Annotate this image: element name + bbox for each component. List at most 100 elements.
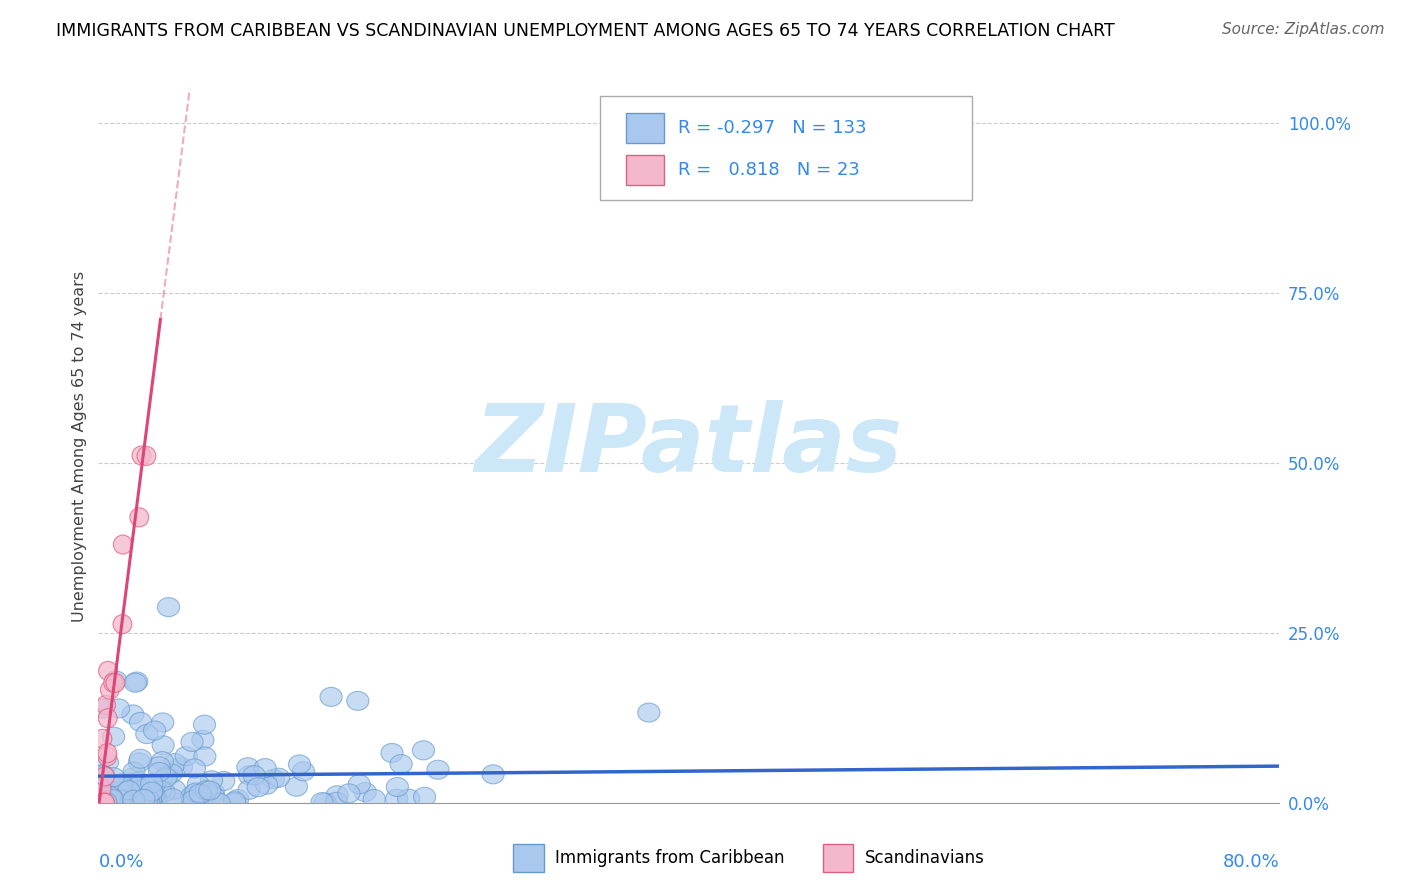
Ellipse shape [155, 768, 177, 787]
Ellipse shape [98, 661, 118, 681]
Ellipse shape [236, 757, 259, 777]
Ellipse shape [112, 615, 132, 633]
Ellipse shape [143, 774, 166, 793]
Ellipse shape [152, 736, 174, 755]
Ellipse shape [93, 765, 115, 785]
Ellipse shape [112, 790, 134, 810]
Ellipse shape [91, 699, 112, 718]
Ellipse shape [90, 788, 112, 807]
Ellipse shape [120, 793, 141, 813]
Ellipse shape [208, 793, 231, 813]
Text: Immigrants from Caribbean: Immigrants from Caribbean [555, 849, 785, 867]
Ellipse shape [181, 790, 204, 810]
Ellipse shape [132, 446, 150, 465]
Ellipse shape [254, 758, 276, 778]
Ellipse shape [97, 753, 118, 772]
Ellipse shape [94, 792, 117, 812]
Ellipse shape [224, 792, 246, 811]
Ellipse shape [288, 755, 311, 774]
Ellipse shape [243, 765, 266, 785]
Ellipse shape [110, 790, 132, 809]
Ellipse shape [152, 713, 174, 732]
Ellipse shape [100, 787, 121, 805]
Ellipse shape [104, 673, 122, 692]
Ellipse shape [224, 793, 246, 813]
Ellipse shape [96, 793, 114, 813]
Ellipse shape [111, 773, 134, 792]
Ellipse shape [98, 747, 117, 766]
Ellipse shape [325, 792, 347, 812]
Ellipse shape [190, 784, 211, 803]
Ellipse shape [387, 778, 408, 797]
Ellipse shape [129, 713, 152, 731]
Ellipse shape [198, 781, 221, 800]
Ellipse shape [90, 793, 110, 813]
Ellipse shape [363, 789, 385, 808]
Ellipse shape [93, 730, 112, 748]
Ellipse shape [187, 775, 209, 794]
Ellipse shape [91, 792, 114, 811]
Ellipse shape [181, 787, 202, 805]
Ellipse shape [314, 793, 336, 812]
Ellipse shape [90, 793, 110, 813]
Ellipse shape [184, 784, 205, 803]
Ellipse shape [141, 791, 163, 810]
Ellipse shape [193, 790, 214, 809]
Text: Source: ZipAtlas.com: Source: ZipAtlas.com [1222, 22, 1385, 37]
Ellipse shape [292, 762, 315, 780]
Ellipse shape [184, 790, 205, 809]
Ellipse shape [326, 786, 349, 805]
Ellipse shape [412, 740, 434, 760]
Ellipse shape [413, 788, 436, 806]
Ellipse shape [354, 782, 377, 802]
Ellipse shape [389, 755, 412, 773]
Ellipse shape [124, 673, 146, 692]
Ellipse shape [202, 783, 225, 802]
Ellipse shape [157, 598, 180, 616]
Ellipse shape [101, 789, 124, 808]
Ellipse shape [136, 789, 159, 807]
Ellipse shape [94, 791, 117, 810]
Ellipse shape [482, 764, 505, 784]
Ellipse shape [129, 508, 149, 527]
Ellipse shape [152, 752, 173, 771]
Ellipse shape [165, 754, 186, 772]
Ellipse shape [111, 775, 132, 795]
Text: 80.0%: 80.0% [1223, 853, 1279, 871]
FancyBboxPatch shape [600, 96, 973, 200]
Ellipse shape [90, 765, 112, 784]
Ellipse shape [166, 793, 188, 813]
Text: R =   0.818   N = 23: R = 0.818 N = 23 [678, 161, 860, 179]
Ellipse shape [201, 771, 222, 789]
Ellipse shape [638, 703, 659, 723]
Ellipse shape [141, 788, 163, 806]
Ellipse shape [105, 789, 128, 808]
Text: R = -0.297   N = 133: R = -0.297 N = 133 [678, 120, 868, 137]
Ellipse shape [90, 784, 112, 803]
Ellipse shape [160, 764, 183, 783]
Ellipse shape [156, 766, 179, 785]
Ellipse shape [256, 775, 277, 794]
Ellipse shape [103, 727, 125, 747]
FancyBboxPatch shape [626, 113, 664, 144]
Ellipse shape [145, 789, 166, 808]
Ellipse shape [90, 772, 112, 791]
Ellipse shape [105, 673, 125, 692]
Ellipse shape [112, 779, 135, 797]
Ellipse shape [238, 780, 260, 799]
Ellipse shape [122, 790, 145, 809]
Ellipse shape [96, 793, 114, 813]
Ellipse shape [122, 762, 145, 781]
Ellipse shape [349, 775, 370, 794]
Ellipse shape [148, 763, 170, 781]
Ellipse shape [103, 768, 125, 787]
Ellipse shape [202, 786, 224, 805]
Ellipse shape [90, 789, 110, 808]
Ellipse shape [263, 770, 284, 789]
Ellipse shape [138, 791, 160, 810]
Ellipse shape [114, 535, 132, 554]
Ellipse shape [194, 715, 215, 734]
Ellipse shape [118, 780, 139, 800]
Ellipse shape [162, 789, 184, 808]
Ellipse shape [170, 757, 193, 776]
